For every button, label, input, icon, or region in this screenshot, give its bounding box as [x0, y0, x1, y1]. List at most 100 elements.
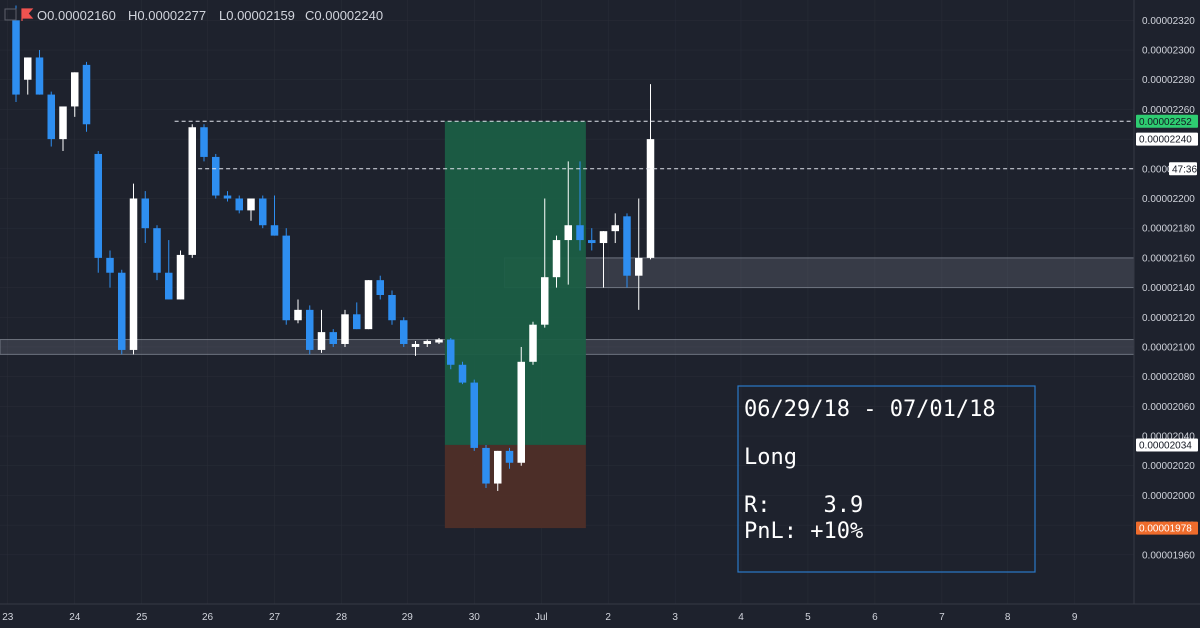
- candle-down: [165, 272, 173, 300]
- candle-up: [129, 198, 138, 350]
- price-badge-label: 0.00002240: [1139, 135, 1192, 146]
- price-badge-label: 0.00001978: [1139, 524, 1192, 535]
- candle-down: [141, 198, 149, 229]
- candle-down: [94, 153, 102, 258]
- support-zone[interactable]: [504, 257, 1135, 289]
- price-badge: [1136, 114, 1198, 128]
- time-tick-label: 3: [672, 612, 678, 623]
- price-tick-label: 0.00002280: [1142, 75, 1195, 86]
- candle-up: [317, 332, 326, 350]
- candle-down: [235, 198, 243, 211]
- ohlc-high: H0.00002277: [128, 8, 206, 23]
- price-tick-label: 0.00002140: [1142, 283, 1195, 294]
- time-axis[interactable]: 23 24 25 26 27 28 29 30 Jul 2 3 4 5 6 7 8 9: [0, 603, 1200, 623]
- price-tick-label: 0.00002200: [1142, 194, 1195, 205]
- trade-note-r: R: 3.9: [744, 493, 863, 518]
- candle-up: [564, 225, 572, 241]
- candle-down: [376, 280, 384, 295]
- trade-note-border: [737, 385, 1036, 573]
- candle-up: [599, 231, 608, 244]
- trade-note-date-range: 06/29/18 - 07/01/18: [744, 397, 996, 422]
- candle-down: [47, 94, 55, 140]
- time-tick-label: 29: [402, 612, 414, 623]
- price-tick-label: 0.00002080: [1142, 372, 1195, 383]
- candle-down: [153, 228, 161, 273]
- ohlc-close: C0.00002240: [305, 8, 383, 23]
- zones-layer: [0, 257, 1135, 355]
- price-tick-label: 0.00002180: [1142, 224, 1195, 235]
- time-tick-label: 8: [1005, 612, 1011, 623]
- candle-down: [470, 382, 478, 448]
- candle-down: [458, 364, 467, 383]
- ohlc-low: L0.00002159: [219, 8, 295, 23]
- price-badge: [1136, 132, 1198, 146]
- time-tick-label: 6: [872, 612, 878, 623]
- candle-up: [435, 339, 443, 343]
- trade-note-pnl: PnL: +10%: [744, 519, 863, 544]
- candle-up: [247, 198, 255, 211]
- time-tick-label: 30: [469, 612, 481, 623]
- time-tick-label: 26: [202, 612, 214, 623]
- price-tick-label: 0.00002000: [1142, 491, 1195, 502]
- candle-up: [411, 343, 420, 347]
- ohlc-header: O0.00002160 H0.00002277 L0.00002159 C0.0…: [4, 8, 383, 23]
- time-tick-label: 28: [336, 612, 348, 623]
- time-tick-label: 4: [738, 612, 744, 623]
- candle-down: [259, 198, 267, 226]
- candle-up: [294, 309, 302, 321]
- candle-down: [270, 225, 279, 236]
- candle-down: [306, 309, 314, 350]
- candle-up: [341, 314, 349, 344]
- long-position-tool[interactable]: [444, 121, 586, 529]
- candle-up: [611, 225, 619, 232]
- time-tick-label: Jul: [535, 612, 548, 623]
- candle-down: [35, 57, 44, 95]
- candle-down: [212, 156, 220, 196]
- candle-down: [118, 272, 126, 350]
- candle-down: [588, 240, 596, 244]
- trade-note-side: Long: [744, 445, 797, 470]
- time-tick-label: 24: [69, 612, 81, 623]
- price-tick-label: 0.00002040: [1142, 432, 1195, 443]
- price-badge: [1136, 438, 1198, 452]
- time-tick-label: 23: [2, 612, 14, 623]
- price-tick-label: 0.00002060: [1142, 402, 1195, 413]
- candle-down: [400, 320, 408, 344]
- price-tick-label: 0.00002120: [1142, 313, 1195, 324]
- candle-down: [447, 339, 455, 365]
- ohlc-open: O0.00002160: [37, 8, 116, 23]
- candle-up: [646, 139, 655, 258]
- time-tick-label: 5: [805, 612, 811, 623]
- candle-down: [82, 64, 91, 125]
- price-badge: [1169, 162, 1197, 176]
- collapse-icon[interactable]: [4, 8, 17, 21]
- time-tick-label: 9: [1072, 612, 1078, 623]
- candle-up: [494, 450, 502, 484]
- price-badge-label: 0.00002252: [1139, 117, 1192, 128]
- candle-up: [529, 324, 537, 362]
- trade-note[interactable]: 06/29/18 - 07/01/18 Long R: 3.9 PnL: +10…: [737, 385, 1036, 573]
- candle-down: [223, 195, 232, 199]
- price-badges: 0.000022520.0000224047:360.000020340.000…: [1136, 114, 1198, 535]
- candle-up: [364, 280, 373, 330]
- dashed-lines-layer: [174, 120, 1134, 170]
- candle-down: [106, 257, 114, 273]
- candle-up: [517, 361, 525, 463]
- tradingview-flag-icon: [21, 8, 34, 21]
- candle-up: [71, 72, 79, 107]
- price-tick-label: 0.00002100: [1142, 342, 1195, 353]
- candle-down: [200, 127, 208, 157]
- candle-up: [188, 127, 196, 255]
- candle-down: [388, 295, 396, 321]
- candles-layer: [12, 5, 655, 491]
- loss-zone: [444, 444, 586, 529]
- price-tick-label: 0.00002160: [1142, 253, 1195, 264]
- price-badge-label: 47:36: [1172, 164, 1197, 175]
- time-tick-label: 25: [136, 612, 148, 623]
- candle-down: [482, 447, 490, 484]
- candle-up: [24, 57, 32, 80]
- candle-up: [59, 106, 67, 140]
- candle-down: [505, 450, 514, 463]
